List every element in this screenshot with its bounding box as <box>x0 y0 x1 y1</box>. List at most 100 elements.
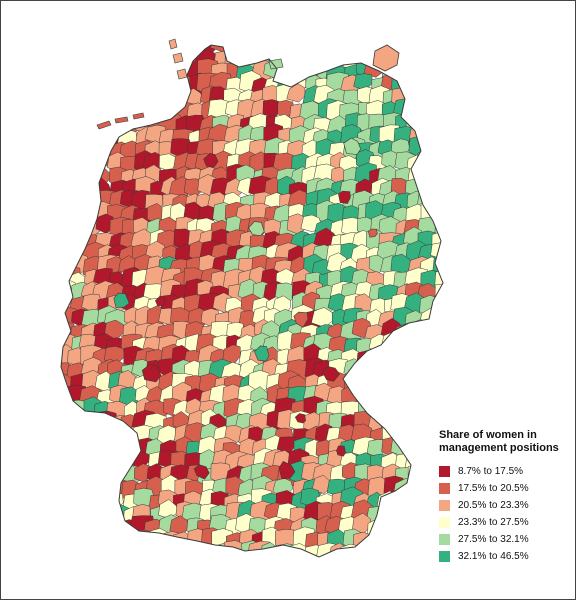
district <box>61 128 77 151</box>
district <box>420 140 440 161</box>
district <box>93 527 112 547</box>
district <box>367 543 389 557</box>
district <box>92 473 115 496</box>
district <box>380 346 400 364</box>
district <box>406 346 431 369</box>
district <box>80 414 99 434</box>
district <box>92 515 115 537</box>
district <box>92 490 117 514</box>
island <box>176 68 188 80</box>
district <box>117 540 141 557</box>
district <box>430 403 443 423</box>
district <box>435 83 443 106</box>
district <box>430 191 443 213</box>
district <box>64 463 89 487</box>
legend-swatch <box>439 517 450 528</box>
district <box>381 556 401 557</box>
district <box>120 50 140 73</box>
district <box>432 49 443 71</box>
district <box>355 543 376 557</box>
district <box>80 189 99 211</box>
district <box>129 84 152 104</box>
district <box>420 98 438 119</box>
district <box>389 529 411 551</box>
district <box>79 544 101 557</box>
district <box>61 191 77 216</box>
district <box>82 70 104 95</box>
district <box>432 61 443 84</box>
district <box>416 413 438 433</box>
district <box>143 539 163 557</box>
district <box>71 477 92 497</box>
district <box>353 371 374 392</box>
district <box>81 126 104 149</box>
district <box>61 229 77 252</box>
district <box>390 414 415 440</box>
legend-label: 17.5% to 20.5% <box>458 482 529 494</box>
district <box>61 201 80 225</box>
district <box>315 554 337 557</box>
district <box>65 62 86 82</box>
district <box>119 88 139 108</box>
district <box>103 516 126 538</box>
district <box>71 493 91 513</box>
district <box>435 296 443 320</box>
legend-item: 8.7% to 17.5% <box>439 463 573 480</box>
district <box>131 46 151 68</box>
district <box>352 531 375 554</box>
district <box>81 50 104 70</box>
district <box>61 414 74 434</box>
district <box>396 59 420 87</box>
district <box>104 428 125 447</box>
district <box>66 514 88 539</box>
district <box>223 45 245 55</box>
legend-label: 32.1% to 46.5% <box>458 550 529 562</box>
district <box>155 295 166 307</box>
district <box>276 558 297 575</box>
district <box>83 517 107 543</box>
district <box>430 306 443 327</box>
district <box>405 491 424 514</box>
district <box>405 480 425 499</box>
district <box>432 128 443 150</box>
district <box>199 543 221 557</box>
district <box>66 112 90 133</box>
district <box>238 45 257 57</box>
district <box>169 551 191 557</box>
district <box>67 156 89 176</box>
district <box>107 554 133 557</box>
district <box>409 503 431 528</box>
district <box>80 490 102 513</box>
legend-title-line: management positions <box>439 442 559 454</box>
district <box>77 138 104 160</box>
district <box>66 45 90 59</box>
district <box>149 73 169 91</box>
district <box>130 552 152 557</box>
legend-title: Share of women in management positions <box>439 429 573 455</box>
district-cells <box>61 45 443 577</box>
district <box>402 386 425 407</box>
legend-item: 23.3% to 27.5% <box>439 514 573 531</box>
district <box>420 448 442 471</box>
district <box>394 552 412 557</box>
district <box>293 311 309 328</box>
district <box>106 59 128 80</box>
district <box>430 242 443 260</box>
district <box>367 374 388 397</box>
legend-label: 20.5% to 23.3% <box>458 499 529 511</box>
district <box>419 87 442 111</box>
district <box>146 558 165 577</box>
district <box>407 465 431 490</box>
district <box>90 45 112 67</box>
district <box>67 176 90 198</box>
district <box>419 513 440 535</box>
district <box>417 332 440 356</box>
district <box>61 473 74 494</box>
district <box>356 349 380 374</box>
district <box>430 203 443 224</box>
district <box>406 540 428 557</box>
district <box>434 97 443 119</box>
island <box>168 38 178 50</box>
legend-item: 27.5% to 32.1% <box>439 531 573 548</box>
district <box>435 153 443 176</box>
